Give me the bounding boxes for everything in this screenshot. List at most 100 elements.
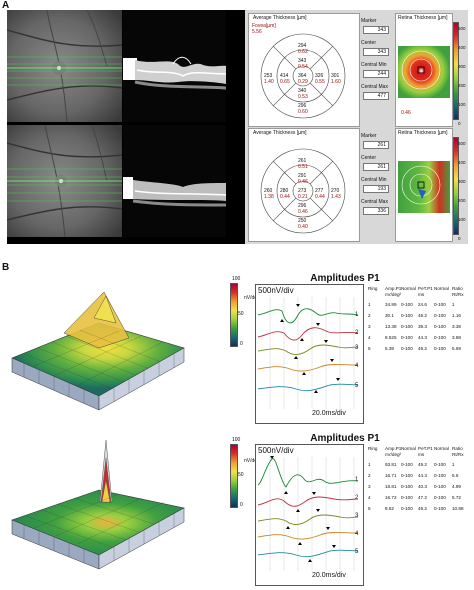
amp-x-scale-bottom: 20.0ms/div: [312, 572, 346, 579]
table-cell: 49.2: [418, 506, 427, 511]
mferg-colorbar-bottom: [230, 444, 238, 508]
b-sector-temp-inner-val: 277: [315, 188, 324, 194]
mferg-colorbar-bottom-min: 0: [240, 502, 243, 508]
table-cell: 49.2: [418, 462, 427, 467]
table-cell: 1: [368, 462, 371, 467]
oct-bscan-top: [123, 10, 226, 122]
table-cell: 0-100: [434, 302, 446, 307]
thickness-scale-top: 500 400 300 200 100 0: [458, 26, 466, 126]
amp-y-scale-bottom: 500nV/div: [258, 446, 294, 455]
sector-temp-inner-vol: 0.55: [315, 79, 325, 85]
table-cell: 0-100: [401, 302, 413, 307]
table-cell: 0-100: [401, 473, 413, 478]
table-cell: 0-100: [434, 473, 446, 478]
ring-num-top-1: 1: [355, 312, 359, 318]
b-sector-inf-inner-vol: 0.46: [298, 209, 308, 215]
table-cell: 0-100: [401, 484, 413, 489]
mferg-colorbar-top-max: 100: [232, 276, 241, 282]
b-sector-temp-inner-vol: 0.44: [315, 194, 325, 200]
table-cell: 40.3: [418, 484, 427, 489]
thickness-colorbar-top: [453, 22, 459, 120]
mferg-colorbar-bottom-mid: 50: [238, 472, 244, 478]
table-cell: 0-100: [434, 462, 446, 467]
b-sector-nas-inner-val: 280: [280, 188, 289, 194]
table-cell: 5: [368, 506, 371, 511]
table-cell: 49.2: [418, 346, 427, 351]
sector-sup-outer-val: 294: [298, 43, 307, 49]
table-cell: 18.81: [385, 484, 397, 489]
b-sector-inf-inner-val: 296: [298, 203, 307, 209]
sector-inf-outer-val: 296: [298, 103, 307, 109]
amp-y-scale-top: 500nV/div: [258, 286, 294, 295]
etdrs-grid-bottom: [260, 148, 346, 234]
fundus-image-top: [7, 10, 122, 122]
table-cell: 44.3: [418, 335, 427, 340]
sector-nas-outer-vol: 1.40: [264, 79, 274, 85]
table-cell: 0-100: [401, 506, 413, 511]
table-cell: 1.16: [452, 313, 461, 318]
sector-nas-outer-val: 253: [264, 73, 273, 79]
marker-label-bottom: Marker: [361, 133, 377, 139]
table-cell: 5.39: [385, 346, 394, 351]
b-sector-inf-outer-val: 250: [298, 218, 307, 224]
avg-thickness-title-top: Average Thickness [µm]: [253, 15, 307, 21]
amplitudes-trace-box-bottom: 500nV/div 20.0ms/div 1 2 3 4 5: [255, 444, 364, 586]
table-cell: 0-100: [434, 335, 446, 340]
table-cell: 2: [368, 473, 371, 478]
central-min-label-bottom: Central Min: [361, 177, 387, 183]
ring-num-top-4: 4: [355, 363, 359, 369]
marker-label-top: Marker: [361, 18, 377, 24]
sector-nas-inner-vol: 0.65: [280, 79, 290, 85]
sector-inf-outer-vol: 0.60: [298, 109, 308, 115]
mferg-colorbar-top-mid: 50: [238, 311, 244, 317]
ring-num-bottom-2: 2: [355, 495, 359, 501]
center-value-top: 343: [363, 48, 389, 56]
table-cell: 1: [452, 302, 455, 307]
thickness-heatmap-top: 0.46: [398, 24, 450, 124]
thickness-map-title-bottom: Retina Thickness [µm]: [398, 130, 448, 136]
amp-table-top: Ring Amp.P1 Normal PeT.P1 Normal Ratio n…: [368, 286, 464, 351]
table-cell: 34.89: [385, 302, 397, 307]
table-cell: 5.69: [452, 346, 461, 351]
amplitudes-title-bottom: Amplitudes P1: [310, 433, 380, 444]
amp-traces-bottom: [257, 456, 359, 571]
table-cell: 1: [452, 462, 455, 467]
panel-b-letter: B: [2, 262, 10, 273]
central-max-label-top: Central Max: [361, 84, 388, 90]
table-cell: 0-100: [434, 324, 446, 329]
table-cell: 0-100: [401, 462, 413, 467]
central-min-value-top: 244: [363, 70, 389, 78]
central-max-label-bottom: Central Max: [361, 199, 388, 205]
oct-bscan-bottom: [123, 125, 226, 237]
thickness-map-top: Retina Thickness [µm] 0.46: [395, 13, 453, 127]
amp-table-bottom: Ring Amp.P1 Normal PeT.P1 Normal Ratio n…: [368, 446, 464, 511]
ring-num-top-5: 5: [355, 383, 359, 389]
fovea-label-top: Fovea[µm]: [252, 23, 276, 29]
table-cell: 3: [368, 324, 371, 329]
sector-inf-inner-val: 340: [298, 88, 307, 94]
marker-value-top: 343: [363, 26, 389, 34]
marker-value-bottom: 261: [363, 141, 389, 149]
table-cell: 0-100: [434, 484, 446, 489]
etdrs-grid-top: [260, 33, 346, 119]
thickness-colorbar-bottom: [453, 137, 459, 235]
b-sector-sup-outer-val: 261: [298, 158, 307, 164]
mferg-3d-plot-bottom: [11, 439, 185, 570]
amp-x-scale-top: 20.0ms/div: [312, 410, 346, 417]
table-cell: 30.1: [385, 313, 394, 318]
panel-a-letter: A: [2, 0, 10, 11]
table-cell: 0-100: [401, 346, 413, 351]
ring-num-bottom-1: 1: [355, 477, 359, 483]
table-cell: 44.3: [418, 473, 427, 478]
thickness-scale-bottom: 500 400 300 200 100 0: [458, 141, 466, 241]
table-cell: 0-100: [434, 495, 446, 500]
b-sector-center-val: 273: [298, 188, 307, 194]
table-cell: 5: [368, 346, 371, 351]
table-cell: 0-100: [434, 313, 446, 318]
central-min-label-top: Central Min: [361, 62, 387, 68]
center-label-bottom: Center: [361, 155, 377, 161]
sector-temp-inner-val: 326: [315, 73, 324, 79]
table-cell: 0-100: [401, 313, 413, 318]
table-cell: 93.81: [385, 462, 397, 467]
b-sector-nas-inner-vol: 0.44: [280, 194, 290, 200]
